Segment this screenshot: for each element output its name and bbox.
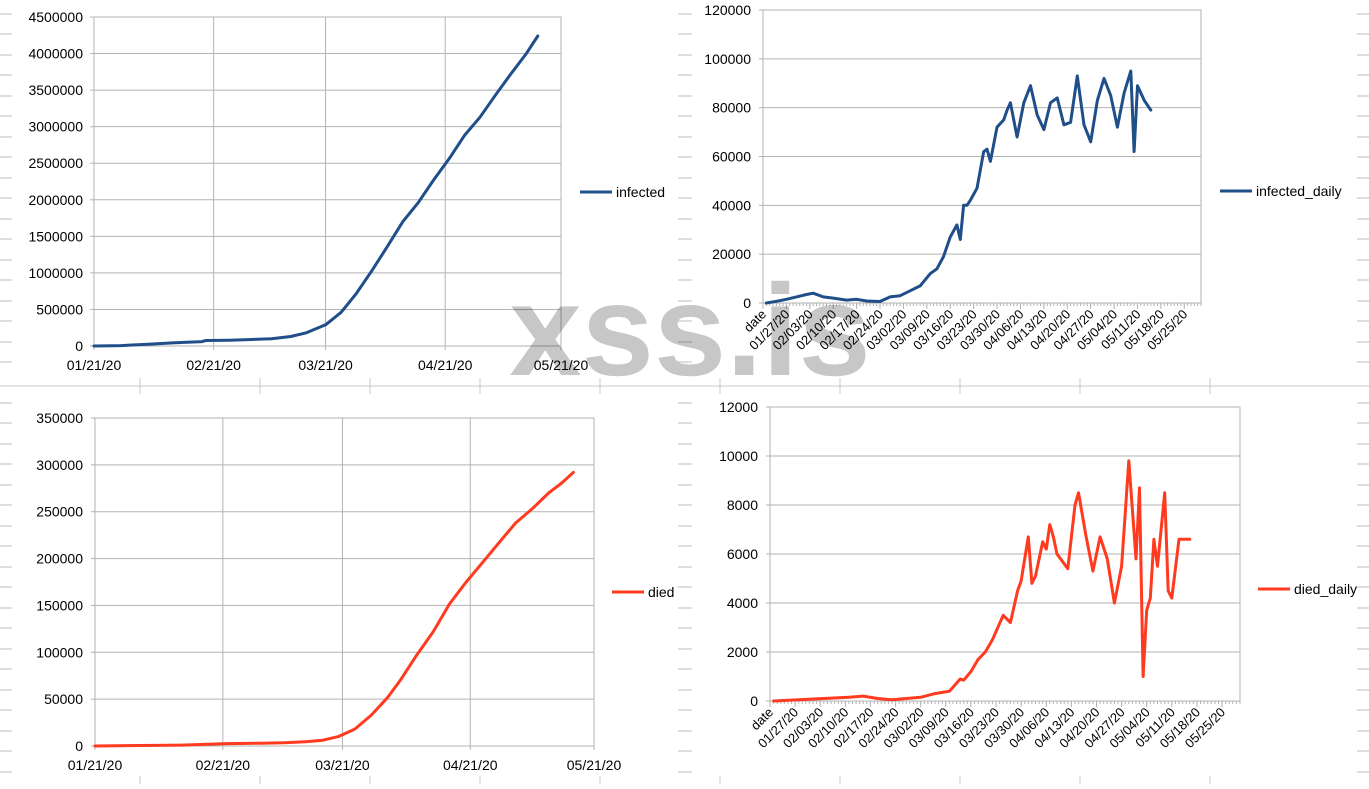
series-line-died[interactable] [93, 470, 575, 748]
x-tick-label: 04/21/20 [418, 357, 473, 373]
y-tick-label: 8000 [727, 497, 758, 513]
chart-died[interactable]: 0 50000 100000 150000 200000 250000 300000 3500… [36, 410, 674, 773]
y-tick-label: 200000 [36, 551, 83, 567]
y-tick-label: 60000 [712, 149, 751, 165]
chart-infected[interactable]: 0 500000 1000000 1500000 2000000 2500000 30000… [28, 9, 665, 373]
y-tick-label: 40000 [712, 197, 751, 213]
x-tick-label: 02/21/20 [186, 357, 241, 373]
x-tick-label: 04/21/20 [443, 757, 498, 773]
legend-label: infected_daily [1256, 183, 1342, 199]
y-tick-label: 2500000 [28, 155, 83, 171]
chart-died-daily[interactable]: 020004000600080001000012000date01/27/200… [719, 399, 1357, 751]
series-line-died-daily[interactable] [772, 459, 1192, 703]
plot-area [94, 417, 595, 747]
y-tick-label: 1500000 [28, 228, 83, 244]
y-tick-label: 0 [75, 738, 83, 754]
x-tick-label: 01/21/20 [67, 357, 122, 373]
x-tick-label: 05/21/20 [534, 357, 589, 373]
legend-label: died_daily [1294, 581, 1357, 597]
y-tick-label: 100000 [704, 51, 751, 67]
y-tick-label: 500000 [36, 301, 83, 317]
y-tick-label: 250000 [36, 504, 83, 520]
y-tick-label: 4000000 [28, 46, 83, 62]
y-tick-label: 50000 [44, 691, 83, 707]
y-tick-label: 6000 [727, 546, 758, 562]
x-tick-label: 03/21/20 [298, 357, 353, 373]
y-tick-label: 1000000 [28, 265, 83, 281]
spreadsheet-background-grid [0, 13, 1369, 784]
y-tick-label: 3000000 [28, 119, 83, 135]
plot-area [93, 16, 562, 347]
watermark: xss.is [509, 257, 870, 403]
legend-label: died [648, 584, 674, 600]
x-tick-label: 03/21/20 [315, 757, 370, 773]
y-tick-label: 12000 [719, 399, 758, 415]
y-tick-label: 4500000 [28, 9, 83, 25]
y-tick-label: 0 [743, 295, 751, 311]
y-tick-label: 2000000 [28, 192, 83, 208]
y-tick-label: 100000 [36, 644, 83, 660]
x-tick-label: 02/21/20 [196, 757, 251, 773]
y-tick-label: 3500000 [28, 82, 83, 98]
chart-infected-daily[interactable]: 020000400006000080000100000120000date01/… [704, 2, 1341, 353]
y-tick-label: 0 [750, 693, 758, 709]
y-tick-label: 0 [75, 338, 83, 354]
y-tick-label: 120000 [704, 2, 751, 18]
x-tick-label: 01/21/20 [68, 757, 123, 773]
y-tick-label: 80000 [712, 100, 751, 116]
y-tick-label: 10000 [719, 448, 758, 464]
series-line-infected[interactable] [92, 34, 540, 348]
y-tick-label: 150000 [36, 597, 83, 613]
y-tick-label: 350000 [36, 410, 83, 426]
legend-label: infected [616, 184, 665, 200]
y-tick-label: 20000 [712, 246, 751, 262]
x-tick-label: 05/21/20 [567, 757, 622, 773]
y-tick-label: 2000 [727, 644, 758, 660]
y-tick-label: 300000 [36, 457, 83, 473]
y-tick-label: 4000 [727, 595, 758, 611]
series-line-infected-daily[interactable] [764, 69, 1153, 305]
